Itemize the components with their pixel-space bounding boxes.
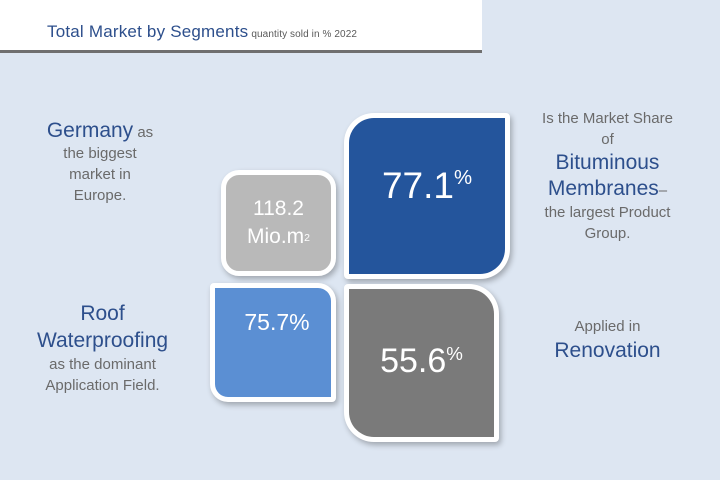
membranes-dash: – xyxy=(658,182,668,199)
germany-unit-superscript: 2 xyxy=(304,232,310,245)
label-bituminous-line2: of xyxy=(601,131,614,148)
germany-unit: Mio.m xyxy=(246,225,305,248)
renovation-percent-sign: % xyxy=(446,343,463,365)
header-bar: Total Market by Segments quantity sold in… xyxy=(0,0,482,53)
tile-renovation-value: 55.6% xyxy=(380,342,463,381)
membranes-text: Membranes xyxy=(547,177,659,200)
label-germany-line2: the biggest xyxy=(63,145,137,162)
label-renovation-line2: Renovation xyxy=(554,339,661,362)
label-roof-line2: Waterproofing xyxy=(36,329,169,352)
label-germany: Germany as the biggest market in Europe. xyxy=(20,120,180,206)
bituminous-percent-sign: % xyxy=(453,167,473,190)
title-text: Total Market by Segments xyxy=(47,22,249,41)
page-title: Total Market by Segments quantity sold in… xyxy=(47,22,357,42)
label-bituminous-line4: Membranes– xyxy=(515,176,700,202)
label-renovation: Applied in Renovation xyxy=(520,316,695,365)
tile-germany-market-size: 118.2 Mio.m2 xyxy=(221,170,336,276)
tile-bituminous-share: 77.1% xyxy=(344,113,510,279)
label-renovation-line1: Applied in xyxy=(574,318,641,335)
germany-as: as xyxy=(133,124,154,141)
label-bituminous-line5: the largest Product xyxy=(544,204,671,221)
label-roof-line1: Roof xyxy=(80,302,125,325)
label-germany-line1: Germany as xyxy=(20,120,180,143)
label-bituminous-line1: Is the Market Share xyxy=(542,110,673,127)
label-bituminous: Is the Market Share of Bituminous Membra… xyxy=(515,108,700,244)
tile-bituminous-value: 77.1% xyxy=(382,165,472,207)
germany-highlight: Germany xyxy=(46,119,134,142)
label-bituminous-line3: Bituminous xyxy=(555,151,660,174)
bituminous-value: 77.1 xyxy=(381,165,454,206)
page-subtitle: quantity sold in % 2022 xyxy=(251,29,358,40)
germany-value: 118.2 xyxy=(252,197,304,220)
label-germany-line3: market in xyxy=(69,166,131,183)
label-germany-line4: Europe. xyxy=(73,187,127,204)
label-roof-waterproofing: Roof Waterproofing as the dominant Appli… xyxy=(10,300,195,396)
label-roof-line4: Application Field. xyxy=(45,377,160,394)
roof-value: 75.7% xyxy=(244,309,310,335)
label-roof-line3: as the dominant xyxy=(49,356,156,373)
renovation-value: 55.6 xyxy=(380,341,447,380)
tile-renovation-share: 55.6% xyxy=(344,284,499,442)
tile-roof-waterproofing-share: 75.7% xyxy=(210,283,336,402)
tile-germany-value: 118.2 Mio.m2 xyxy=(247,195,310,251)
label-bituminous-line6: Group. xyxy=(584,225,631,242)
